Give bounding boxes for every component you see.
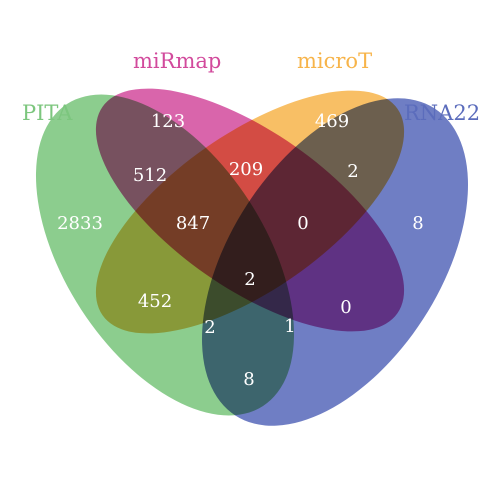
count-pita-mirmap-rna22: 1 bbox=[284, 316, 295, 337]
set-labels: PITA miRmap microT RNA22 bbox=[22, 49, 480, 125]
count-mirmap-only: 123 bbox=[151, 111, 185, 132]
count-microt-rna22: 2 bbox=[347, 161, 358, 182]
count-mirmap-rna22: 0 bbox=[340, 297, 351, 318]
count-pita-rna22: 8 bbox=[243, 369, 254, 390]
mirmap-label: miRmap bbox=[133, 49, 221, 73]
count-microt-only: 469 bbox=[315, 111, 349, 132]
rna22-label: RNA22 bbox=[404, 101, 480, 125]
count-pita-microt-rna22: 2 bbox=[204, 317, 215, 338]
count-pita-mirmap: 512 bbox=[133, 165, 167, 186]
count-pita-mirmap-microt: 847 bbox=[176, 213, 210, 234]
count-mirmap-microt-rna22: 0 bbox=[297, 213, 308, 234]
count-mirmap-microt: 209 bbox=[229, 159, 263, 180]
region-counts: 123 469 2833 8 512 209 2 847 0 2 452 0 2… bbox=[57, 111, 424, 390]
count-pita-microt: 452 bbox=[138, 291, 172, 312]
microt-set-ellipse bbox=[95, 90, 405, 334]
count-all-four: 2 bbox=[244, 269, 255, 290]
pita-label: PITA bbox=[22, 101, 73, 125]
count-rna22-only: 8 bbox=[412, 213, 423, 234]
microt-label: microT bbox=[297, 49, 372, 73]
set-ellipses bbox=[35, 88, 468, 426]
count-pita-only: 2833 bbox=[57, 213, 103, 234]
